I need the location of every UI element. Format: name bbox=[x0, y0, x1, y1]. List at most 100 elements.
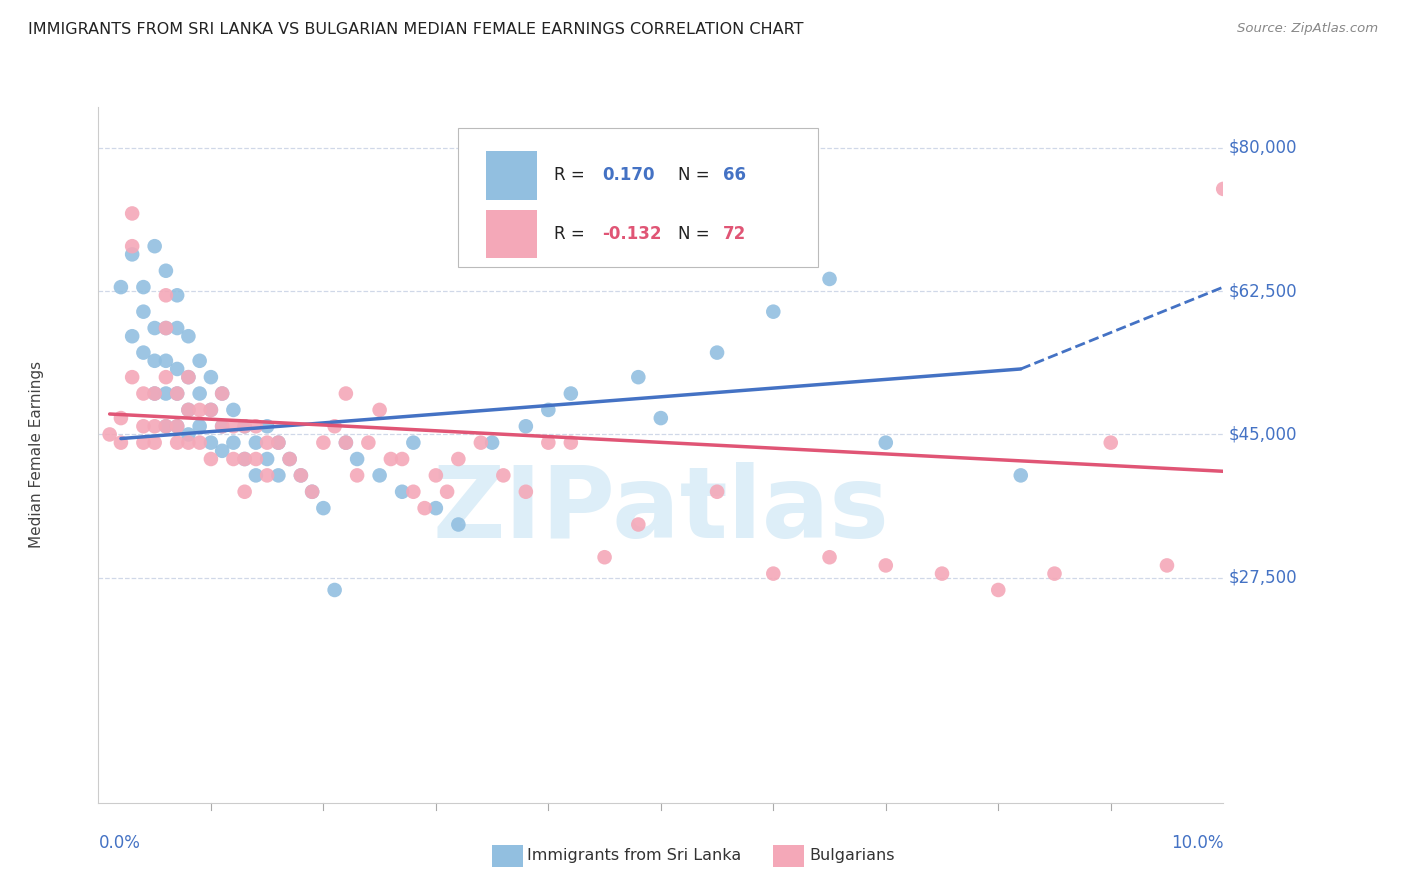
Point bbox=[166, 362, 188, 376]
Point bbox=[245, 435, 267, 450]
Point bbox=[335, 386, 357, 401]
Point bbox=[188, 353, 211, 368]
Point bbox=[706, 484, 728, 499]
Point bbox=[143, 386, 166, 401]
Point bbox=[357, 435, 380, 450]
Point bbox=[233, 419, 256, 434]
Point bbox=[177, 403, 200, 417]
Text: $45,000: $45,000 bbox=[1229, 425, 1298, 443]
Point bbox=[233, 452, 256, 467]
Text: -0.132: -0.132 bbox=[602, 225, 662, 244]
Point bbox=[762, 566, 785, 581]
Point bbox=[481, 435, 503, 450]
Point bbox=[143, 419, 166, 434]
FancyBboxPatch shape bbox=[458, 128, 818, 267]
Point bbox=[155, 321, 177, 335]
Point bbox=[132, 386, 155, 401]
Point bbox=[391, 452, 413, 467]
Point bbox=[301, 484, 323, 499]
Point bbox=[121, 370, 143, 384]
Text: R =: R = bbox=[554, 166, 591, 185]
Point bbox=[177, 370, 200, 384]
Point bbox=[132, 304, 155, 318]
Point bbox=[155, 370, 177, 384]
Point bbox=[1010, 468, 1032, 483]
Point bbox=[301, 484, 323, 499]
Point bbox=[537, 403, 560, 417]
Point bbox=[560, 435, 582, 450]
Point bbox=[166, 419, 188, 434]
Point bbox=[323, 582, 346, 597]
Point bbox=[222, 435, 245, 450]
Point bbox=[155, 288, 177, 302]
Point bbox=[346, 452, 368, 467]
Point bbox=[222, 419, 245, 434]
Point bbox=[233, 419, 256, 434]
Point bbox=[200, 403, 222, 417]
Point bbox=[177, 435, 200, 450]
Point bbox=[368, 403, 391, 417]
Point bbox=[447, 517, 470, 532]
Point bbox=[166, 288, 188, 302]
Point bbox=[245, 468, 267, 483]
Point bbox=[492, 468, 515, 483]
Point bbox=[470, 435, 492, 450]
Point bbox=[256, 419, 278, 434]
Point bbox=[346, 468, 368, 483]
Point bbox=[132, 435, 155, 450]
Point bbox=[155, 419, 177, 434]
Point bbox=[267, 468, 290, 483]
Point bbox=[143, 386, 166, 401]
Text: $62,500: $62,500 bbox=[1229, 282, 1298, 301]
Text: Source: ZipAtlas.com: Source: ZipAtlas.com bbox=[1237, 22, 1378, 36]
Point bbox=[110, 435, 132, 450]
Text: N =: N = bbox=[678, 225, 714, 244]
Point bbox=[188, 419, 211, 434]
Point bbox=[166, 419, 188, 434]
Point bbox=[593, 550, 616, 565]
Point bbox=[143, 239, 166, 253]
Point bbox=[211, 386, 233, 401]
Point bbox=[188, 403, 211, 417]
Text: ZIPatlas: ZIPatlas bbox=[433, 462, 889, 559]
Text: $27,500: $27,500 bbox=[1229, 569, 1298, 587]
Text: Bulgarians: Bulgarians bbox=[810, 848, 896, 863]
Point bbox=[1212, 182, 1234, 196]
Point bbox=[188, 386, 211, 401]
Point bbox=[256, 452, 278, 467]
Point bbox=[177, 403, 200, 417]
Point bbox=[413, 501, 436, 516]
Point bbox=[121, 239, 143, 253]
Point bbox=[121, 329, 143, 343]
Text: 0.170: 0.170 bbox=[602, 166, 655, 185]
Point bbox=[177, 427, 200, 442]
Point bbox=[110, 411, 132, 425]
Point bbox=[245, 452, 267, 467]
Point bbox=[200, 403, 222, 417]
Point bbox=[166, 321, 188, 335]
Point bbox=[166, 435, 188, 450]
Point bbox=[706, 345, 728, 359]
Point bbox=[110, 280, 132, 294]
Point bbox=[290, 468, 312, 483]
Point bbox=[211, 443, 233, 458]
Point bbox=[380, 452, 402, 467]
Point bbox=[155, 321, 177, 335]
Point bbox=[121, 206, 143, 220]
Point bbox=[155, 353, 177, 368]
Point bbox=[256, 435, 278, 450]
Point bbox=[143, 353, 166, 368]
Point bbox=[222, 452, 245, 467]
Text: Median Female Earnings: Median Female Earnings bbox=[30, 361, 44, 549]
Point bbox=[627, 517, 650, 532]
Point bbox=[402, 435, 425, 450]
Point bbox=[132, 280, 155, 294]
Point bbox=[335, 435, 357, 450]
Point bbox=[425, 501, 447, 516]
Point bbox=[987, 582, 1010, 597]
Point bbox=[425, 468, 447, 483]
Point bbox=[818, 550, 841, 565]
Text: N =: N = bbox=[678, 166, 714, 185]
Point bbox=[143, 435, 166, 450]
Point bbox=[143, 321, 166, 335]
